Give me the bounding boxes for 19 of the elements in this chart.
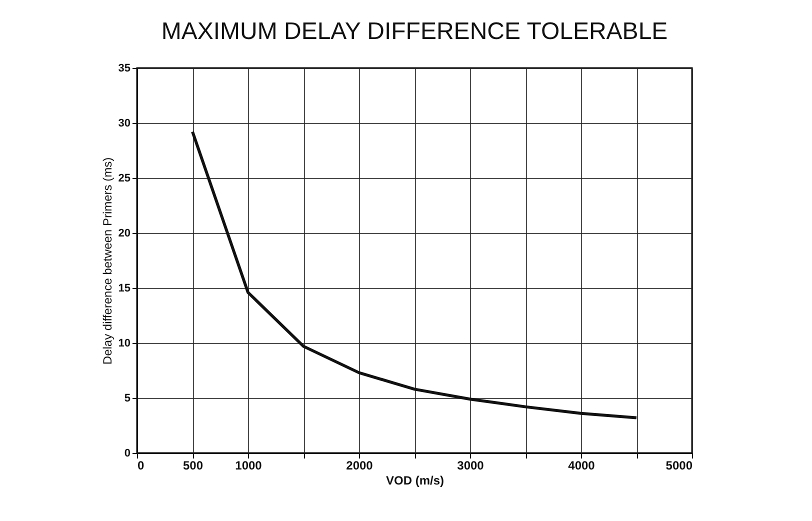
line-series bbox=[191, 130, 638, 420]
x-tick-label: 0 bbox=[138, 458, 144, 472]
chart-title: MAXIMUM DELAY DIFFERENCE TOLERABLE bbox=[161, 18, 668, 45]
y-tick-label: 25 bbox=[118, 172, 130, 184]
y-tick-label: 10 bbox=[118, 338, 130, 350]
y-tick-label: 15 bbox=[118, 282, 130, 294]
x-tick-label: 1000 bbox=[235, 458, 262, 472]
y-tick-label: 30 bbox=[118, 118, 130, 130]
x-tick-label: 4000 bbox=[568, 458, 596, 472]
y-tick-label: 35 bbox=[118, 62, 130, 74]
x-axis-title: VOD (m/s) bbox=[386, 474, 444, 488]
x-tick-label: 3000 bbox=[457, 458, 484, 472]
x-tick-label: 500 bbox=[182, 458, 204, 472]
y-tick-label: 5 bbox=[124, 392, 130, 404]
x-tick-label: 2000 bbox=[346, 458, 374, 472]
y-tick-label: 0 bbox=[124, 448, 130, 460]
y-tick-label: 20 bbox=[118, 228, 130, 240]
x-tick-label: 5000 bbox=[666, 458, 693, 472]
y-axis-title: Delay difference between Primers (ms) bbox=[100, 157, 114, 365]
